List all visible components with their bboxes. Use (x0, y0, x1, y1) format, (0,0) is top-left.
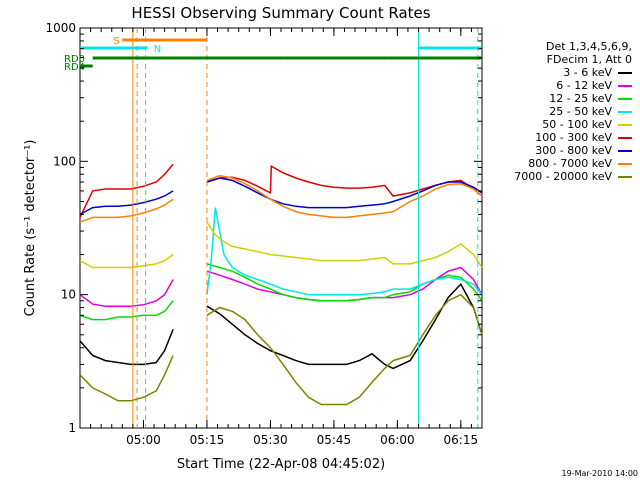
series-line-8 (79, 355, 174, 402)
legend-header-line-1: Det 1,3,4,5,6,9, (545, 40, 632, 53)
series-line-1 (206, 266, 483, 302)
legend-item: 300 - 800 keV (488, 144, 632, 157)
status-bar-label: S (113, 36, 119, 47)
legend-item-label: 25 - 50 keV (549, 105, 612, 118)
marker-layer (132, 28, 479, 428)
legend-item: 3 - 6 keV (488, 66, 632, 79)
legend-item: 50 - 100 keV (488, 118, 632, 131)
legend-swatch (618, 124, 632, 126)
status-bar-label: N (154, 44, 161, 55)
x-tick-label: 05:45 (317, 433, 352, 447)
series-layer (79, 163, 483, 406)
legend-item: 7000 - 20000 keV (488, 170, 632, 183)
generation-timestamp: 19-Mar-2010 14:00 (562, 469, 639, 478)
plot-frame (79, 27, 483, 429)
series-line-7 (79, 198, 174, 223)
legend-item: 25 - 50 keV (488, 105, 632, 118)
series-line-1 (79, 279, 174, 307)
series-line-4 (79, 253, 174, 269)
series-line-8 (206, 293, 483, 406)
legend-item-label: 50 - 100 keV (542, 118, 612, 131)
legend-item-label: 7000 - 20000 keV (514, 170, 612, 183)
legend-item: 6 - 12 keV (488, 79, 632, 92)
series-line-6 (79, 190, 174, 216)
x-tick-label: 06:15 (444, 433, 479, 447)
x-tick-label: 05:00 (126, 433, 161, 447)
y-tick-label: 1000 (45, 21, 76, 35)
series-line-6 (206, 177, 483, 209)
legend-swatch (618, 176, 632, 178)
y-axis-label: Count Rate (s⁻¹ detector⁻¹) (23, 140, 38, 317)
x-axis-label: Start Time (22-Apr-08 04:45:02) (177, 457, 385, 472)
legend-swatch (618, 163, 632, 165)
chart-title: HESSI Observing Summary Count Rates (131, 4, 430, 22)
legend-header-line-2: FDecim 1, Att 0 (546, 53, 632, 66)
legend-item-label: 800 - 7000 keV (528, 157, 612, 170)
series-line-2 (79, 300, 174, 321)
legend-swatch (618, 72, 632, 74)
legend-swatch (618, 111, 632, 113)
series-line-3 (206, 207, 483, 296)
legend-swatch (618, 98, 632, 100)
series-line-0 (206, 282, 483, 370)
series-line-5 (206, 164, 483, 197)
legend: Det 1,3,4,5,6,9, FDecim 1, Att 0 3 - 6 k… (488, 40, 632, 183)
status-bar-label: RD0 (64, 54, 85, 65)
x-tick-label: 05:30 (253, 433, 288, 447)
legend-swatch (618, 85, 632, 87)
y-tick-label: 1 (68, 421, 76, 435)
series-line-0 (79, 329, 174, 366)
legend-item-label: 100 - 300 keV (535, 131, 612, 144)
legend-item-label: 3 - 6 keV (563, 66, 612, 79)
y-tick-label: 100 (53, 154, 76, 168)
axis-layer: 1 10 100 1000 05:00 05:15 05:30 05:45 06:00 06:15 (45, 21, 483, 447)
status-bar-label: RD4 (64, 62, 85, 73)
legend-swatch (618, 150, 632, 152)
legend-item: 12 - 25 keV (488, 92, 632, 105)
legend-item-label: 12 - 25 keV (549, 92, 612, 105)
x-tick-label: 06:00 (380, 433, 415, 447)
x-tick-label: 05:15 (190, 433, 225, 447)
legend-swatch (618, 137, 632, 139)
legend-item-label: 300 - 800 keV (535, 144, 612, 157)
y-tick-label: 10 (61, 288, 76, 302)
legend-item: 100 - 300 keV (488, 131, 632, 144)
series-line-7 (206, 174, 483, 219)
series-line-5 (79, 163, 174, 218)
legend-item-label: 6 - 12 keV (556, 79, 612, 92)
series-line-4 (206, 221, 483, 268)
legend-item: 800 - 7000 keV (488, 157, 632, 170)
